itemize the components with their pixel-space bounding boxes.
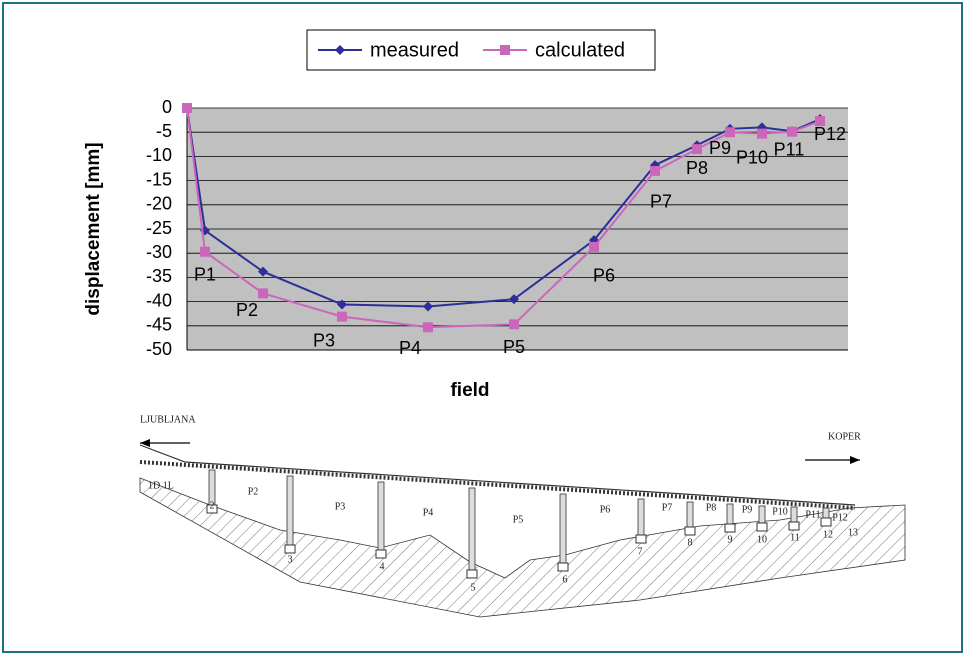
y-axis-label: displacement [mm] <box>83 142 104 315</box>
point-label: P1 <box>194 264 216 284</box>
pier <box>560 494 566 563</box>
span-label: P7 <box>662 502 673 513</box>
point-label: P6 <box>593 266 615 286</box>
point <box>650 166 660 176</box>
pier-label: 8 <box>688 537 693 548</box>
point-label: P8 <box>686 158 708 178</box>
pier-label: 10 <box>757 534 767 545</box>
span-label: P8 <box>706 502 717 513</box>
point <box>337 312 347 322</box>
y-tick-label: -25 <box>146 218 172 238</box>
footing <box>757 523 767 531</box>
span-label: P12 <box>832 512 848 523</box>
span-label: P6 <box>600 504 611 515</box>
pier-label: 9 <box>728 534 733 545</box>
pier-label: 5 <box>471 582 476 593</box>
footing <box>467 570 477 578</box>
x-axis-label: field <box>450 380 489 401</box>
footing <box>725 524 735 532</box>
pier-label: 3 <box>288 554 293 565</box>
footing <box>821 518 831 526</box>
y-tick-label: -40 <box>146 290 172 310</box>
abutment-label: 1D 1L <box>148 480 174 491</box>
y-tick-label: 0 <box>162 97 172 117</box>
right-label: KOPER <box>828 431 861 442</box>
pier <box>469 488 475 570</box>
footing <box>685 527 695 535</box>
point <box>787 127 797 137</box>
span-label: P11 <box>805 509 820 520</box>
point-label: P4 <box>399 338 421 358</box>
span-label: P5 <box>513 514 524 525</box>
pier <box>378 482 384 550</box>
pier <box>687 502 693 527</box>
pier <box>823 508 829 518</box>
span-label: P4 <box>423 507 434 518</box>
point <box>182 103 192 113</box>
y-tick-label: -35 <box>146 266 172 286</box>
point <box>509 319 519 329</box>
y-tick-label: -10 <box>146 145 172 165</box>
y-tick-label: -20 <box>146 194 172 214</box>
pier-label: 12 <box>823 529 833 540</box>
point-label: P5 <box>503 337 525 357</box>
pier <box>638 499 644 535</box>
y-tick-label: -50 <box>146 339 172 359</box>
footing <box>376 550 386 558</box>
pier-label: 7 <box>638 546 643 557</box>
left-label: LJUBLJANA <box>140 414 196 425</box>
deck <box>140 462 855 508</box>
pier <box>791 507 797 522</box>
point <box>500 45 510 55</box>
bridge-diagram: LJUBLJANA KOPER 1D 1L P2 P3 P4 P5 P6 P7 P8 P9 P10 P1… <box>140 414 905 617</box>
pier-label: 6 <box>563 574 568 585</box>
pier-label: 13 <box>848 527 858 538</box>
point <box>200 247 210 257</box>
footing <box>558 563 568 571</box>
pier <box>727 504 733 524</box>
point-label: P12 <box>814 124 846 144</box>
point-label: P7 <box>650 192 672 212</box>
footing <box>636 535 646 543</box>
pier <box>287 476 293 545</box>
span-label: P2 <box>248 486 259 497</box>
y-tick-label: -30 <box>146 242 172 262</box>
point-label: P3 <box>313 330 335 350</box>
span-label: P9 <box>742 504 753 515</box>
span-label: P10 <box>772 506 788 517</box>
pier-label: 2 <box>210 500 215 511</box>
ground <box>140 478 905 617</box>
pier-label: 11 <box>790 532 800 543</box>
legend-label: measured <box>370 39 459 61</box>
pier-label: 4 <box>380 561 385 572</box>
point <box>258 288 268 298</box>
point-label: P10 <box>736 147 768 167</box>
point <box>725 127 735 137</box>
point-label: P11 <box>774 139 805 159</box>
point <box>757 129 767 139</box>
point <box>692 144 702 154</box>
arrow-head <box>850 456 860 464</box>
figure: displacement [mm] field LJUBLJANA KOPER 1D… <box>0 0 965 655</box>
point-label: P2 <box>236 300 258 320</box>
pier <box>759 506 765 523</box>
legend-label: calculated <box>535 39 625 61</box>
footing <box>285 545 295 553</box>
y-tick-label: -15 <box>146 169 172 189</box>
footing <box>789 522 799 530</box>
span-label: P3 <box>335 501 346 512</box>
point <box>589 242 599 252</box>
point <box>423 322 433 332</box>
point-label: P9 <box>709 138 731 158</box>
y-tick-label: -5 <box>156 121 172 141</box>
y-tick-label: -45 <box>146 315 172 335</box>
